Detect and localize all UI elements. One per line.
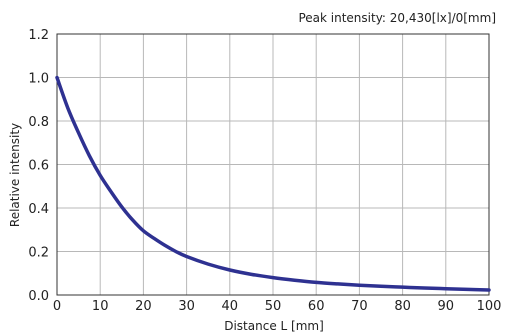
y-tick-label: 1.2 [28,28,49,43]
y-tick-label: 0.4 [28,202,49,217]
y-tick-labels: 0.0 0.2 0.4 0.6 0.8 1.0 1.2 [28,28,49,304]
x-tick-label: 10 [92,299,109,314]
x-tick-label: 40 [222,299,239,314]
x-tick-label: 20 [135,299,152,314]
x-tick-label: 80 [394,299,411,314]
x-tick-label: 90 [438,299,455,314]
y-tick-label: 1.0 [28,72,49,87]
x-tick-label: 100 [477,299,502,314]
x-tick-label: 30 [178,299,195,314]
x-tick-label: 60 [308,299,325,314]
x-tick-label: 70 [351,299,368,314]
grid-lines [57,34,489,295]
x-tick-labels: 0 10 20 30 40 50 60 70 80 90 100 [53,299,502,314]
plot-frame [56,33,490,296]
y-tick-label: 0.8 [28,115,49,130]
y-tick-label: 0.6 [28,159,49,174]
x-tick-label: 0 [53,299,61,314]
x-axis-label: Distance L [mm] [224,319,324,333]
x-tick-label: 50 [265,299,282,314]
y-axis-label: Relative intensity [8,123,22,227]
y-tick-label: 0.0 [28,289,49,304]
y-tick-label: 0.2 [28,246,49,261]
series-line-relative-intensity [55,75,491,292]
peak-intensity-annotation: Peak intensity: 20,430[lx]/0[mm] [298,11,496,25]
